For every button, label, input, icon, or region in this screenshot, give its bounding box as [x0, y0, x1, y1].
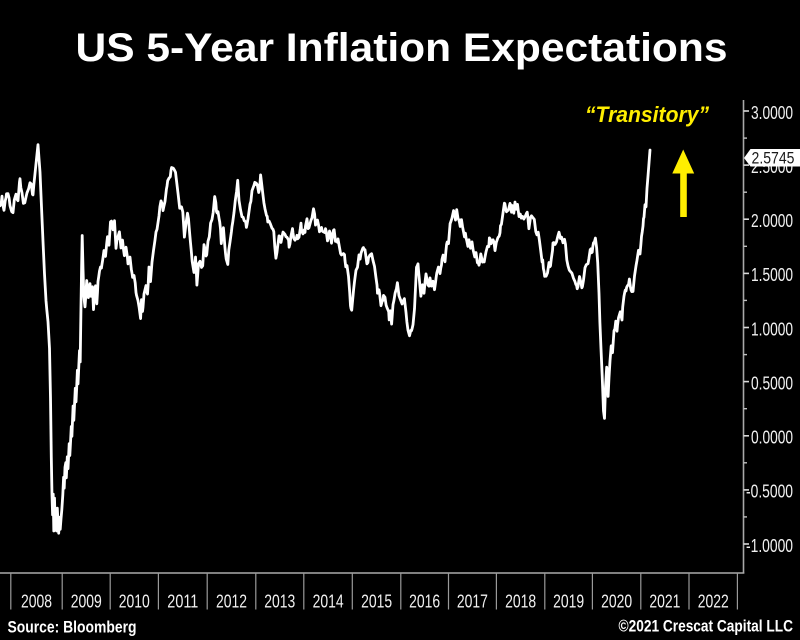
svg-text:2016: 2016: [409, 592, 440, 612]
svg-text:US 5-Year Inflation Expectatio: US 5-Year Inflation Expectations: [76, 26, 728, 70]
svg-text:2018: 2018: [505, 592, 536, 612]
svg-text:2009: 2009: [71, 592, 102, 612]
svg-text:-0.5000: -0.5000: [746, 482, 793, 502]
svg-text:0.0000: 0.0000: [751, 428, 793, 448]
svg-text:2.0000: 2.0000: [751, 211, 793, 231]
svg-text:©2021 Crescat Capital LLC: ©2021 Crescat Capital LLC: [619, 618, 794, 636]
svg-text:2011: 2011: [167, 592, 198, 612]
svg-text:2022: 2022: [698, 592, 729, 612]
svg-text:0.5000: 0.5000: [751, 373, 793, 393]
svg-text:2015: 2015: [361, 592, 392, 612]
svg-text:1.5000: 1.5000: [751, 265, 793, 285]
svg-text:2012: 2012: [216, 592, 247, 612]
svg-text:Source: Bloomberg: Source: Bloomberg: [8, 619, 137, 637]
svg-text:3.0000: 3.0000: [751, 103, 793, 123]
svg-text:2008: 2008: [21, 592, 52, 612]
svg-text:2020: 2020: [601, 592, 632, 612]
svg-text:2021: 2021: [649, 592, 680, 612]
svg-text:1.0000: 1.0000: [751, 319, 793, 339]
svg-text:2.5745: 2.5745: [752, 150, 795, 168]
svg-text:“Transitory”: “Transitory”: [585, 102, 710, 127]
svg-text:2013: 2013: [264, 592, 295, 612]
svg-text:2010: 2010: [119, 592, 150, 612]
svg-text:2017: 2017: [457, 592, 488, 612]
svg-text:2019: 2019: [553, 592, 584, 612]
svg-text:-1.0000: -1.0000: [746, 536, 793, 556]
svg-text:2014: 2014: [313, 592, 344, 612]
